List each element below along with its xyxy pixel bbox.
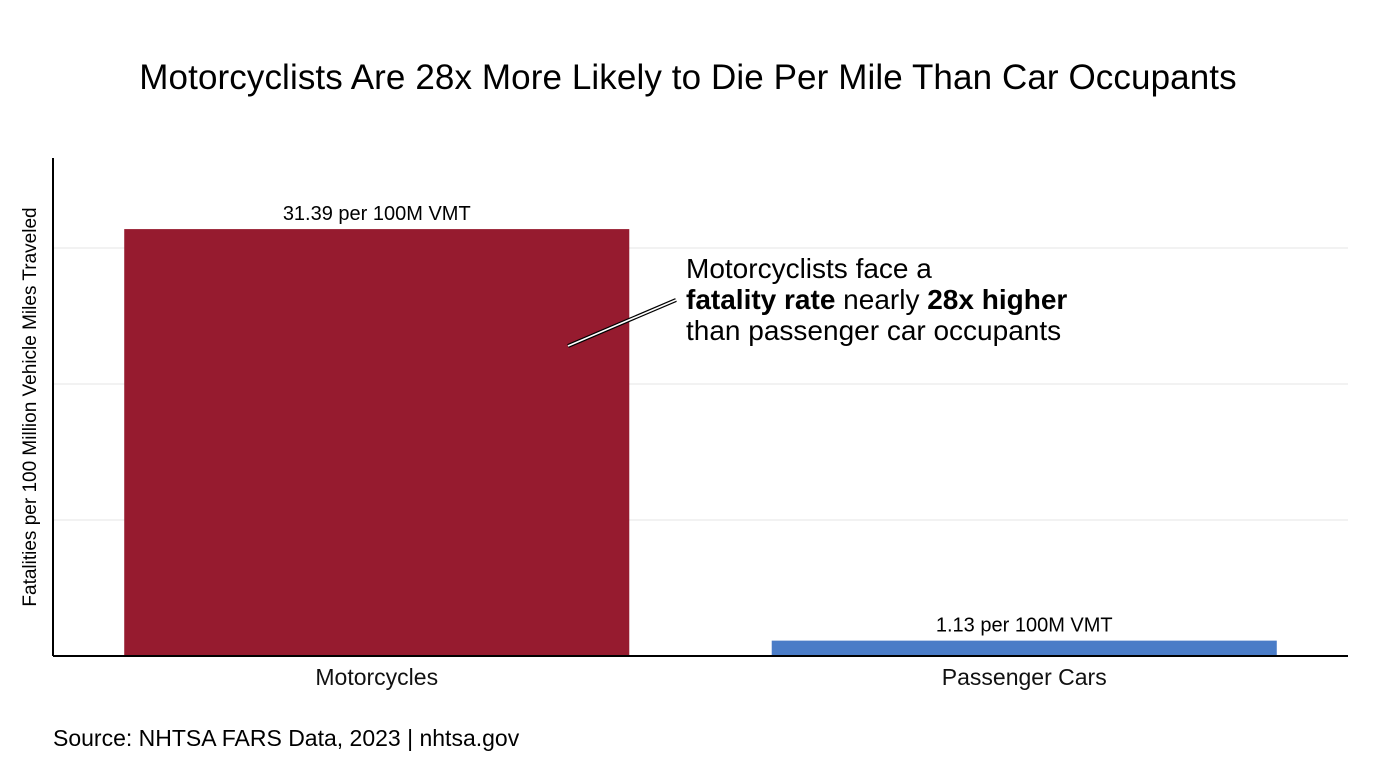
chart-title: Motorcyclists Are 28x More Likely to Die…	[139, 58, 1237, 97]
x-tick-label-passenger-cars: Passenger Cars	[942, 664, 1107, 690]
annotation-line-2: fatality rate nearly 28x higher	[686, 284, 1067, 315]
annotation-line-3: than passenger car occupants	[686, 315, 1062, 346]
annotation-pointer	[567, 298, 677, 348]
bar-motorcycles	[124, 229, 630, 656]
annotation-emphasis-rate: fatality rate	[686, 284, 836, 315]
bar-layer: 31.39 per 100M VMT Motorcycles 1.13 per 10…	[124, 203, 1277, 690]
data-label-passenger-cars: 1.13 per 100M VMT	[936, 615, 1113, 637]
annotation-callout: Motorcyclists face a fatality rate nearl…	[686, 253, 1067, 346]
x-tick-label-motorcycles: Motorcycles	[315, 664, 438, 690]
source-note: Source: NHTSA FARS Data, 2023 | nhtsa.go…	[53, 725, 520, 751]
annotation-line-1: Motorcyclists face a	[686, 253, 932, 284]
annotation-emphasis-multiplier: 28x higher	[927, 284, 1068, 315]
axis-layer	[52, 158, 1348, 657]
bar-passenger-cars	[771, 640, 1277, 656]
data-label-motorcycles: 31.39 per 100M VMT	[283, 203, 471, 225]
annotation-connector: nearly	[835, 284, 928, 315]
